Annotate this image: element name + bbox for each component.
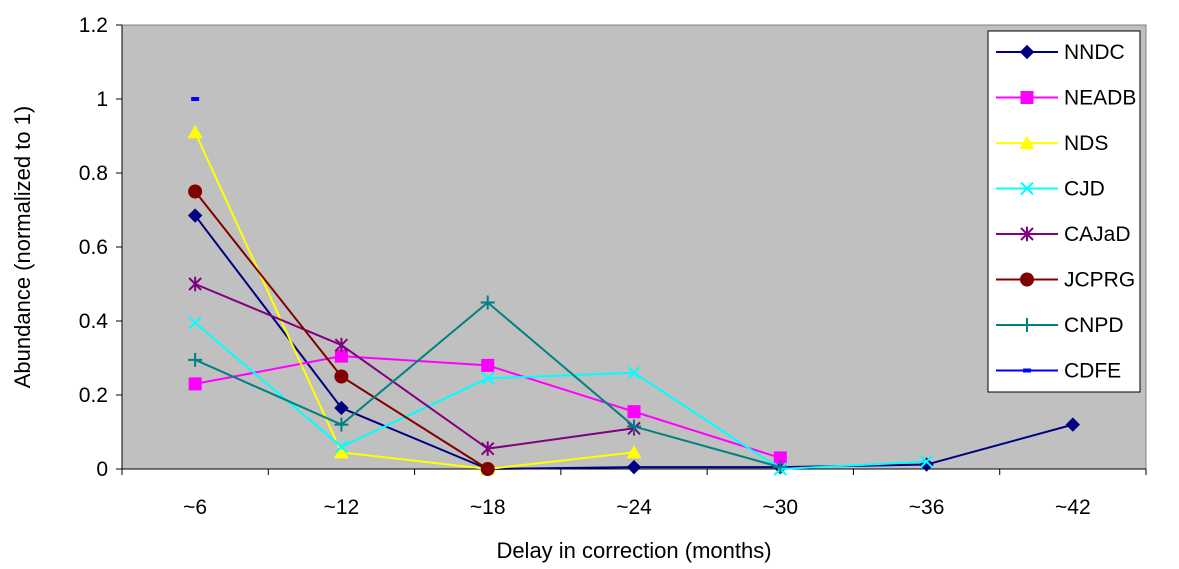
legend-marker-cjd xyxy=(1020,181,1034,196)
legend: NNDC NEADB NDS CJD CAJaD JCPRG CNPD CDFE xyxy=(987,30,1141,393)
legend-label: CDFE xyxy=(1064,360,1121,383)
legend-marker-nndc xyxy=(1019,44,1035,60)
data-point-nds xyxy=(187,124,203,139)
data-point-neadb xyxy=(188,377,202,391)
legend-marker-cnpd xyxy=(1020,318,1034,332)
x-tick-label: ~6 xyxy=(183,496,207,519)
data-point-neadb xyxy=(481,358,495,372)
data-point-cjd xyxy=(334,440,349,454)
data-point-cnpd xyxy=(334,417,349,432)
x-axis-ticks: ~6 ~12 ~18 ~24 ~30 ~36 ~42 xyxy=(121,469,1147,519)
legend-label: NNDC xyxy=(1064,41,1125,64)
series-line-nds xyxy=(194,131,635,470)
data-point-cnpd xyxy=(188,352,203,367)
data-point-neadb xyxy=(627,405,641,419)
legend-item-cjd: CJD xyxy=(996,178,1105,201)
x-tick-label: ~18 xyxy=(470,496,506,519)
legend-item-cnpd: CNPD xyxy=(996,314,1124,337)
data-point-nndc xyxy=(1065,417,1081,432)
legend-item-nds: NDS xyxy=(996,132,1108,155)
legend-marker-neadb xyxy=(1020,91,1034,104)
y-tick-label: 0.4 xyxy=(79,310,109,333)
x-tick-label: ~36 xyxy=(909,496,945,519)
series-neadb xyxy=(188,349,787,465)
legend-item-neadb: NEADB xyxy=(996,87,1136,110)
legend-marker-cdfe xyxy=(1023,368,1031,373)
legend-item-jcprg: JCPRG xyxy=(996,269,1135,292)
series-cnpd xyxy=(188,295,788,475)
data-point-nndc xyxy=(334,400,349,416)
series-layer xyxy=(187,97,1081,477)
series-cdfe xyxy=(191,97,200,101)
legend-label: JCPRG xyxy=(1064,269,1135,292)
data-point-jcprg xyxy=(334,369,349,384)
data-point-nndc xyxy=(187,208,203,223)
legend-label: CNPD xyxy=(1064,314,1124,337)
data-point-cajad xyxy=(481,441,495,456)
legend-box xyxy=(987,30,1141,393)
legend-item-cajad: CAJaD xyxy=(996,223,1131,246)
legend-item-nndc: NNDC xyxy=(996,41,1125,64)
data-point-cajad xyxy=(188,276,202,292)
y-tick-label: 1 xyxy=(96,88,108,111)
data-point-cdfe xyxy=(191,97,200,101)
x-tick-label: ~42 xyxy=(1055,496,1091,519)
data-point-nndc xyxy=(626,459,642,475)
legend-label: CJD xyxy=(1064,178,1105,201)
x-tick-label: ~30 xyxy=(762,496,798,519)
y-tick-label: 0.2 xyxy=(79,384,108,407)
data-point-jcprg xyxy=(480,462,495,476)
legend-marker-nds xyxy=(1019,135,1035,149)
data-point-cajad xyxy=(334,337,349,353)
y-tick-label: 0 xyxy=(96,458,108,481)
data-point-cjd xyxy=(627,366,641,380)
y-tick-label: 0.8 xyxy=(79,162,108,185)
legend-marker-cajad xyxy=(1020,226,1034,242)
legend-label: NDS xyxy=(1064,132,1108,155)
legend-label: NEADB xyxy=(1064,87,1136,110)
data-point-cnpd xyxy=(773,460,788,475)
data-point-cnpd xyxy=(627,419,641,434)
y-axis-title: Abundance (normalized to 1) xyxy=(10,106,35,389)
data-point-nds xyxy=(333,444,349,459)
plot-area xyxy=(121,24,1147,470)
data-point-neadb xyxy=(773,451,787,465)
series-jcprg xyxy=(188,184,495,476)
data-point-neadb xyxy=(334,349,348,363)
data-point-jcprg xyxy=(188,184,203,199)
data-point-nds xyxy=(626,444,642,459)
x-tick-label: ~24 xyxy=(616,496,652,519)
x-tick-label: ~12 xyxy=(324,496,360,519)
y-tick-label: 0.6 xyxy=(79,236,108,259)
legend-label: CAJaD xyxy=(1064,223,1131,246)
series-cajad xyxy=(188,276,641,456)
series-line-cjd xyxy=(194,322,927,470)
data-point-cjd xyxy=(919,454,934,469)
data-point-cjd xyxy=(188,316,202,330)
data-point-cnpd xyxy=(480,295,495,310)
x-axis-title: Delay in correction (months) xyxy=(496,538,771,563)
legend-marker-jcprg xyxy=(1020,272,1034,287)
y-tick-label: 1.2 xyxy=(79,14,108,37)
legend-item-cdfe: CDFE xyxy=(996,360,1121,383)
y-axis-ticks: 0 0.2 0.4 0.6 0.8 1 1.2 xyxy=(79,14,122,481)
series-line-cajad xyxy=(194,283,635,450)
data-point-cjd xyxy=(481,371,495,386)
